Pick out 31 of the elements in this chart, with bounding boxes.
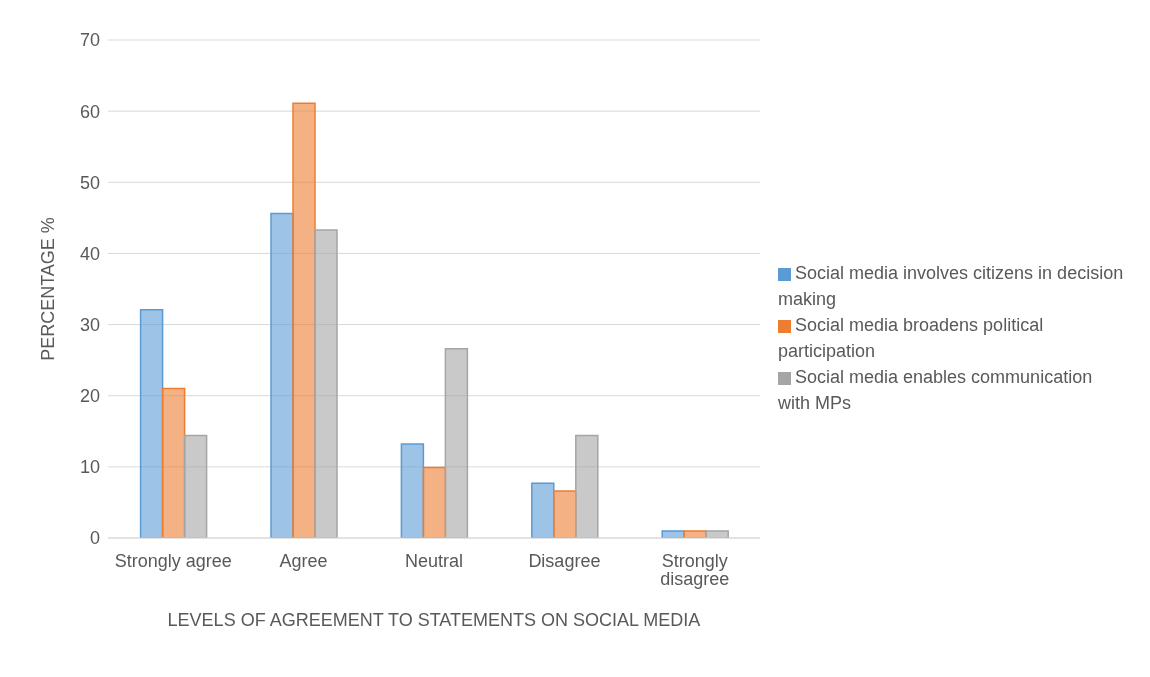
y-tick-label: 40 (79, 243, 100, 264)
bar (400, 443, 425, 538)
bar (422, 466, 447, 538)
y-tick-label: 50 (79, 172, 100, 193)
y-tick-label: 30 (79, 314, 100, 335)
y-tick-label: 10 (79, 457, 100, 478)
y-tick-label: 0 (89, 528, 100, 549)
x-axis-title: LEVELS OF AGREEMENT TO STATEMENTS ON SOCIAL MEDIA (167, 610, 701, 630)
bar (553, 490, 577, 538)
legend-label: Social media involves citizens in decision making (778, 263, 1124, 309)
legend-label: Social media enables communication with MPs (778, 367, 1093, 413)
x-tick-label: Disagree (528, 550, 601, 571)
x-tick-label: Strongly disagree (660, 550, 730, 589)
y-axis-title: PERCENTAGE % (38, 217, 59, 361)
y-tick-label: 70 (79, 30, 100, 51)
bar (161, 387, 186, 538)
bar (314, 229, 338, 538)
bar (270, 212, 294, 538)
x-tick-label: Strongly agree (114, 550, 232, 571)
x-tick-label: Agree (279, 550, 328, 571)
legend-label: Social media broadens political participation (778, 315, 1044, 361)
x-tick-label: Neutral (404, 550, 464, 571)
bar (183, 434, 208, 538)
y-tick-label: 20 (79, 386, 100, 407)
y-tick-label: 60 (79, 101, 100, 122)
bar (705, 530, 729, 538)
bar (575, 434, 599, 538)
bar (444, 348, 469, 538)
bar (139, 308, 164, 538)
bar (531, 482, 555, 538)
bar (292, 102, 316, 538)
